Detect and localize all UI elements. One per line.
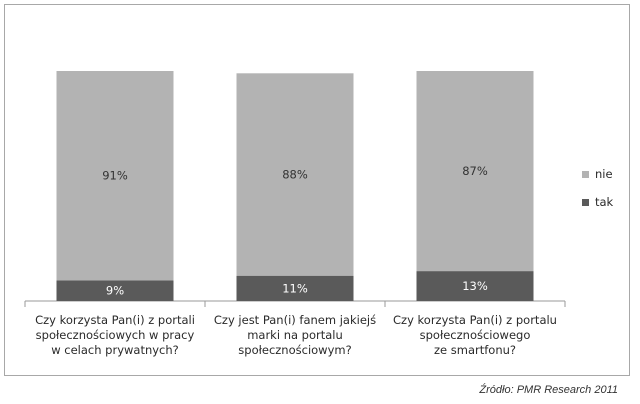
legend-item-tak: tak <box>582 195 613 209</box>
legend-swatch-tak <box>582 198 589 206</box>
data-label-tak-1: 9% <box>106 284 124 298</box>
category-label-2: Czy jest Pan(i) fanem jakiejś marki na p… <box>213 313 377 357</box>
bar-nie-2 <box>236 73 354 276</box>
bar-nie-1 <box>56 71 174 281</box>
chart-plot: 9% 91% 11% 88% 13% 87% <box>24 71 566 307</box>
bar-tak-1 <box>56 280 174 301</box>
data-label-nie-3: 87% <box>462 164 488 178</box>
data-label-nie-1: 91% <box>102 169 128 183</box>
legend-swatch-nie <box>582 170 589 178</box>
bar-tak-2 <box>236 275 354 301</box>
category-label-3: Czy korzysta Pan(i) z portalu społecznoś… <box>393 313 557 357</box>
bar-tak-3 <box>416 271 534 301</box>
legend-label-tak: tak <box>595 195 614 209</box>
legend-label-nie: nie <box>595 167 613 181</box>
bar-nie-3 <box>416 71 534 272</box>
chart-frame: 9% 91% 11% 88% 13% 87% Czy korzysta Pan(i) z … <box>4 4 630 376</box>
legend: nie tak <box>582 167 613 223</box>
data-label-tak-2: 11% <box>282 281 308 295</box>
legend-item-nie: nie <box>582 167 613 181</box>
source-note: Źródło: PMR Research 2011 <box>479 384 618 396</box>
data-label-nie-2: 88% <box>282 168 308 182</box>
category-label-1: Czy korzysta Pan(i) z portali społecznoś… <box>35 313 195 357</box>
data-label-tak-3: 13% <box>462 279 488 293</box>
